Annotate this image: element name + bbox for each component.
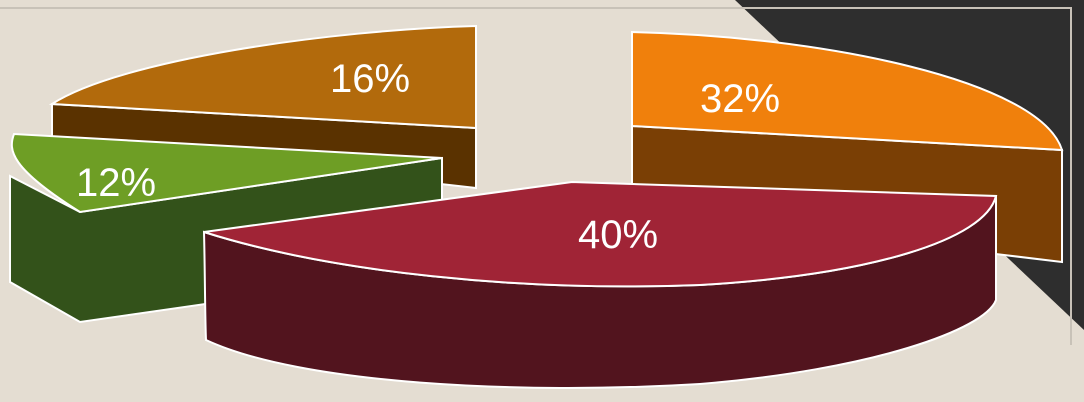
pie-slice-40: 40% — [202, 180, 998, 389]
slice-40-top — [203, 180, 998, 288]
slice-label-40: 40% — [578, 213, 658, 257]
slice-12-top — [10, 132, 443, 214]
corner-decoration-line — [0, 7, 1072, 345]
slice-label-32: 32% — [700, 77, 780, 121]
slice-32-top — [631, 30, 1064, 152]
slice-label-12: 12% — [76, 161, 156, 205]
slice-label-16: 16% — [330, 57, 410, 101]
slice-16-top — [48, 24, 477, 130]
